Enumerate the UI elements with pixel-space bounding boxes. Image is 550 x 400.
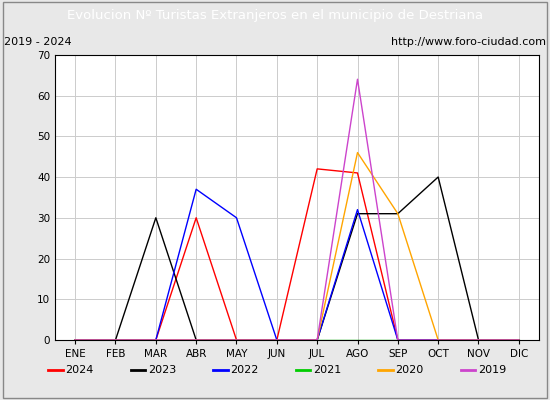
Text: 2022: 2022: [230, 365, 259, 375]
Text: 2019: 2019: [478, 365, 506, 375]
Text: 2021: 2021: [313, 365, 341, 375]
Text: 2019 - 2024: 2019 - 2024: [4, 37, 72, 47]
Text: 2024: 2024: [65, 365, 94, 375]
Text: http://www.foro-ciudad.com: http://www.foro-ciudad.com: [390, 37, 546, 47]
Text: 2020: 2020: [395, 365, 424, 375]
Text: 2023: 2023: [148, 365, 176, 375]
Text: Evolucion Nº Turistas Extranjeros en el municipio de Destriana: Evolucion Nº Turistas Extranjeros en el …: [67, 8, 483, 22]
